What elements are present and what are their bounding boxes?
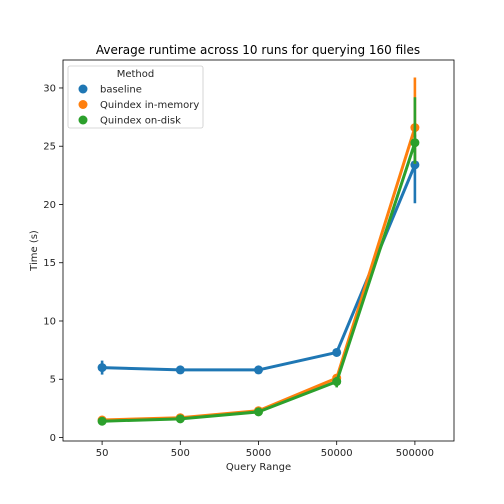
- series-line: [102, 142, 417, 423]
- data-point: [410, 160, 420, 170]
- legend-label: baseline: [100, 85, 142, 96]
- data-point: [97, 416, 107, 426]
- x-tick-label: 5000: [246, 448, 271, 459]
- y-tick-label: 15: [43, 258, 56, 269]
- y-axis-title: Time (s): [29, 230, 40, 272]
- data-point: [254, 365, 263, 375]
- y-tick-label: 25: [43, 142, 56, 153]
- plot-area: [97, 77, 420, 426]
- data-point: [175, 365, 185, 375]
- data-point: [97, 363, 107, 373]
- x-tick-label: 50000: [321, 448, 353, 459]
- legend-title: Method: [117, 69, 155, 80]
- legend-marker: [78, 115, 88, 125]
- legend-label: Quindex on-disk: [100, 116, 181, 127]
- legend-label: Quindex in-memory: [100, 100, 199, 111]
- y-tick-label: 5: [50, 375, 56, 386]
- legend-box: [67, 65, 204, 129]
- legend-marker: [78, 84, 88, 94]
- data-point: [332, 347, 342, 357]
- series-line: [102, 127, 417, 422]
- axis-ticks: 50 500 5000 50000 500000 0 5 10 15 20 25 30: [43, 83, 434, 459]
- y-tick-label: 20: [43, 200, 56, 211]
- legend: Method baseline Quindex in-memory Quindex …: [67, 65, 204, 129]
- chart-title: Average runtime across 10 runs for query…: [96, 43, 420, 57]
- data-point: [410, 138, 420, 148]
- x-tick-label: 500: [171, 448, 190, 459]
- data-point: [175, 414, 185, 424]
- data-point: [332, 377, 342, 387]
- y-tick-label: 30: [43, 83, 56, 94]
- y-tick-label: 10: [43, 316, 56, 327]
- x-tick-label: 500000: [396, 448, 434, 459]
- y-tick-label: 0: [50, 433, 56, 444]
- series-line: [102, 164, 417, 372]
- series-baseline: [97, 134, 420, 375]
- legend-marker: [78, 100, 88, 109]
- x-tick-label: 50: [96, 448, 109, 459]
- series-quindex-on-disk: [97, 97, 420, 426]
- x-axis-title: Query Range: [226, 462, 291, 473]
- data-point: [254, 407, 263, 417]
